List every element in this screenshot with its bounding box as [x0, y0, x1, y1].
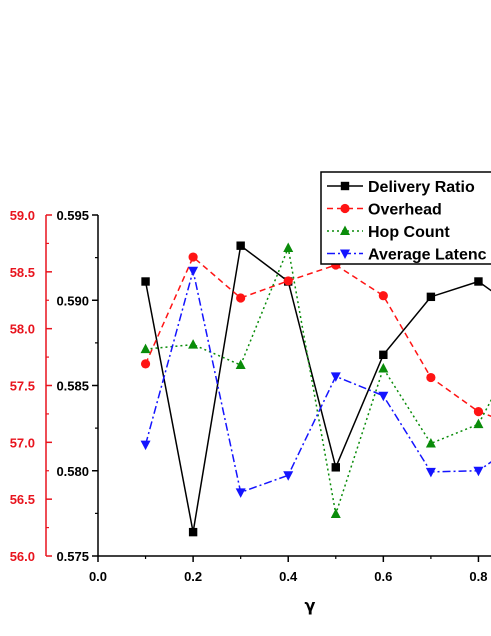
- y-inner-tick-label: 0.585: [56, 379, 89, 394]
- series-line: [144, 270, 491, 494]
- data-point: [283, 242, 294, 252]
- data-point: [236, 293, 246, 303]
- data-point: [378, 391, 389, 402]
- series-layer: [140, 241, 491, 537]
- x-axis-label: γ: [305, 596, 316, 615]
- y-outer-tick-label: 59.0: [10, 208, 35, 223]
- data-point: [473, 466, 484, 477]
- data-point: [141, 277, 150, 286]
- data-point: [473, 407, 484, 417]
- data-point: [235, 359, 246, 370]
- data-point: [425, 467, 436, 478]
- data-point: [330, 508, 341, 518]
- legend-marker: [340, 203, 350, 214]
- series-average-latenc: [140, 266, 491, 498]
- x-tick-label: 0.2: [184, 569, 202, 584]
- data-point: [283, 276, 293, 286]
- data-point: [378, 291, 388, 301]
- data-point: [378, 362, 389, 373]
- x-tick-label: 0.4: [279, 569, 298, 584]
- legend-label: Hop Count: [368, 224, 450, 241]
- data-point: [379, 350, 388, 360]
- legend-marker: [340, 181, 350, 191]
- x-tick-label: 0.8: [469, 569, 487, 584]
- data-point: [188, 266, 199, 277]
- data-point: [426, 372, 436, 383]
- data-point: [140, 359, 151, 369]
- y-outer-tick-label: 58.5: [10, 265, 35, 280]
- data-point: [235, 488, 246, 498]
- y-inner-tick-label: 0.580: [56, 464, 89, 479]
- data-point: [188, 252, 198, 262]
- y-inner-tick-label: 0.590: [56, 293, 89, 308]
- data-point: [188, 527, 198, 537]
- legend-marker: [340, 225, 350, 235]
- data-point: [236, 241, 245, 250]
- y-outer-tick-label: 57.5: [10, 379, 35, 394]
- data-point: [330, 372, 341, 382]
- legend-label: Overhead: [368, 202, 442, 219]
- legend-label: Average Latenc: [368, 247, 487, 264]
- x-tick-label: 0.6: [374, 569, 392, 584]
- legend-label: Delivery Ratio: [368, 179, 475, 196]
- series-line: [144, 255, 491, 417]
- data-point: [188, 339, 199, 349]
- data-point: [140, 440, 151, 451]
- data-point: [474, 277, 483, 286]
- data-point: [473, 418, 484, 429]
- series-hop-count: [140, 242, 491, 518]
- y-outer-tick-label: 56.5: [10, 492, 35, 507]
- legend: Delivery Ratio Overhead Hop Count Average L…: [320, 171, 491, 265]
- data-point: [283, 471, 294, 481]
- legend-marker: [340, 249, 350, 259]
- data-point: [140, 343, 151, 354]
- y-inner-tick-label: 0.575: [56, 549, 89, 564]
- series-overhead: [140, 252, 491, 417]
- y-inner-tick-label: 0.595: [56, 208, 89, 223]
- legend-box: [320, 171, 491, 265]
- series-delivery-ratio: [141, 241, 491, 537]
- data-point: [426, 292, 436, 302]
- y-outer-tick-label: 57.0: [10, 435, 35, 450]
- data-point: [425, 437, 436, 448]
- axes: 0.0 0.2 0.4 0.6 0.8 0.575 0.580 0.585 0.590 0.595…: [10, 208, 491, 584]
- y-outer-tick-label: 58.0: [10, 322, 35, 337]
- x-tick-label: 0.0: [89, 569, 107, 584]
- data-point: [331, 463, 340, 472]
- y-outer-tick-label: 56.0: [10, 549, 35, 564]
